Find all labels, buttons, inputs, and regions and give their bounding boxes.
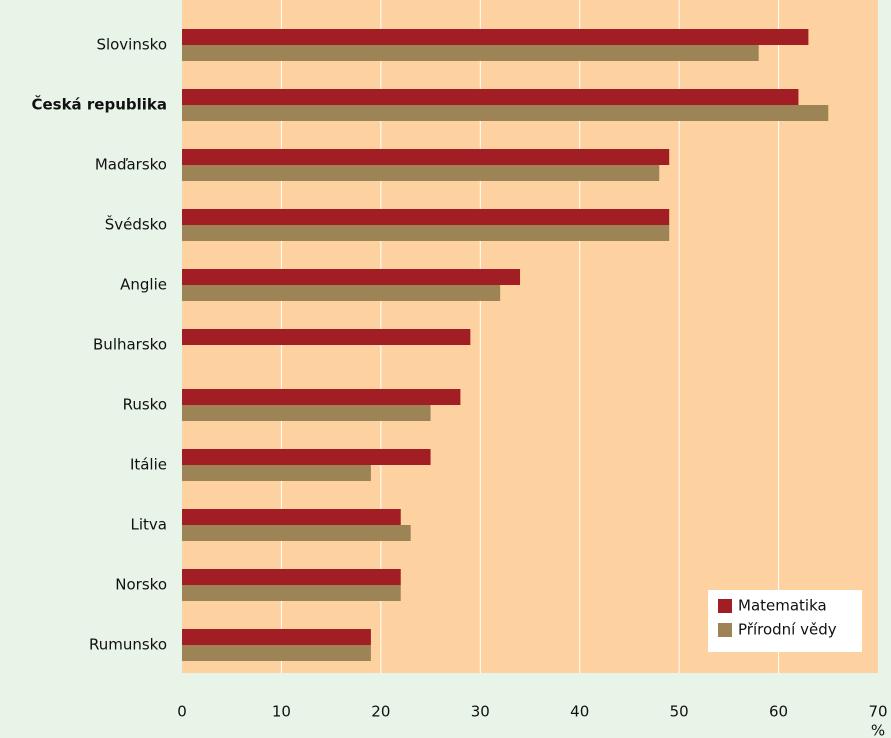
x-tick-label: 40 [570, 703, 589, 721]
x-tick-label: 10 [272, 703, 291, 721]
bar [182, 585, 401, 601]
bar [182, 269, 521, 285]
y-tick-label: Anglie [120, 276, 167, 294]
bar [182, 165, 660, 181]
y-tick-label: Itálie [130, 456, 167, 474]
bar [182, 405, 431, 421]
y-tick-label: Litva [131, 516, 167, 534]
bar [182, 225, 670, 241]
legend-label: Matematika [738, 597, 827, 615]
bar [182, 449, 431, 465]
x-tick-label: 30 [471, 703, 490, 721]
y-tick-label: Rumunsko [89, 636, 167, 654]
x-tick-label: 20 [371, 703, 390, 721]
x-tick-label: 70 [868, 703, 887, 721]
x-unit: % [871, 722, 885, 738]
y-tick-label: Rusko [123, 396, 167, 414]
bar [182, 45, 759, 61]
bar [182, 645, 371, 661]
bar [182, 525, 411, 541]
x-tick-label: 0 [177, 703, 187, 721]
legend-swatch [718, 599, 732, 613]
bar [182, 29, 809, 45]
legend-box [708, 590, 862, 652]
bar [182, 209, 670, 225]
bar [182, 389, 461, 405]
y-tick-label: Bulharsko [93, 336, 167, 354]
y-tick-label: Švédsko [105, 215, 167, 234]
x-tick-label: 50 [670, 703, 689, 721]
bar [182, 105, 829, 121]
y-tick-label: Norsko [115, 576, 167, 594]
x-tick-label: 60 [769, 703, 788, 721]
bar [182, 285, 501, 301]
bar [182, 149, 670, 165]
bar [182, 509, 401, 525]
legend-swatch [718, 623, 732, 637]
y-tick-label: Slovinsko [96, 36, 167, 54]
bar [182, 629, 371, 645]
bar [182, 89, 799, 105]
y-tick-label: Maďarsko [95, 156, 167, 174]
legend-label: Přírodní vědy [738, 621, 837, 639]
bar [182, 329, 471, 345]
bar [182, 465, 371, 481]
bar [182, 569, 401, 585]
y-tick-label: Česká republika [31, 95, 167, 114]
